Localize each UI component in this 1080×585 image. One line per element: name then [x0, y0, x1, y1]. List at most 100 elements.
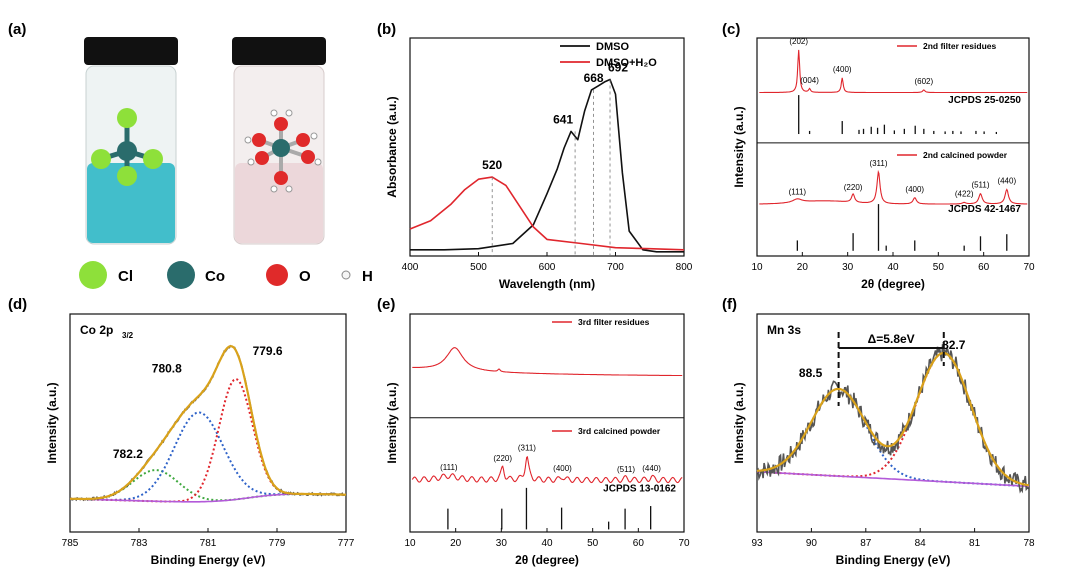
envelope-line-d — [70, 344, 346, 501]
chart-panel-f: (f) 93 90 87 84 81 78 Binding Energy (eV) Intens… — [722, 296, 1035, 567]
x-tick-label-d-3: 779 — [269, 538, 286, 549]
x-tick-label-e-5: 60 — [633, 538, 645, 549]
vial-solution-pink — [235, 163, 323, 243]
y-axis-label-b: Absorbance (a.u.) — [385, 96, 399, 197]
y-axis-label-d: Intensity (a.u.) — [45, 382, 59, 463]
legend-o-label: O — [299, 268, 311, 285]
vial-cap-left — [84, 37, 178, 65]
plot-frame-e — [409, 313, 685, 533]
peak-label-e-1-5: (440) — [642, 464, 661, 473]
series-line-b-1 — [409, 176, 685, 251]
raw-data-line-d — [69, 344, 346, 502]
x-tick-label-b-3: 700 — [607, 262, 624, 273]
peak-label-e-1-1: (220) — [493, 454, 512, 463]
splitting-label-f: Δ=5.8eV — [868, 332, 915, 346]
atom-legend: Cl Co O H — [79, 261, 373, 289]
peak-label-f-0: 88.5 — [799, 366, 823, 380]
series-line-e-0 — [412, 347, 683, 377]
x-axis-label-c: 2θ (degree) — [861, 277, 925, 291]
legend-label-e-0: 3rd filter residues — [578, 317, 650, 327]
peak-label-c-1-4: (422) — [955, 190, 974, 199]
legend-label-c-0: 2nd filter residues — [923, 41, 996, 51]
x-tick-label-f-5: 78 — [1023, 538, 1035, 549]
y-axis-label-c: Intensity (a.u.) — [732, 106, 746, 187]
h-atom-icon — [341, 270, 351, 280]
peak-label-e-1-4: (511) — [617, 465, 635, 474]
legend-label-c-1: 2nd calcined powder — [923, 150, 1008, 160]
vial-cyan — [84, 37, 178, 245]
x-tick-label-d-0: 785 — [62, 538, 79, 549]
peak-label-c-0-0: (202) — [789, 37, 808, 46]
peak-label-d-1: 780.8 — [152, 361, 182, 375]
panel-c-label: (c) — [722, 21, 740, 38]
envelope-line-f — [756, 351, 1030, 487]
series-line-c-0 — [759, 49, 1028, 94]
x-tick-label-c-0: 10 — [751, 262, 763, 273]
peak-label-d-2: 779.6 — [253, 344, 283, 358]
x-tick-label-f-0: 93 — [751, 538, 763, 549]
x-tick-label-f-3: 84 — [915, 538, 927, 549]
peak-label-c-1-6: (440) — [997, 177, 1016, 186]
x-tick-label-c-4: 50 — [933, 262, 945, 273]
peak-label-f-1: 82.7 — [942, 338, 966, 352]
peak-label-c-1-0: (111) — [789, 187, 807, 196]
legend-cl-label: Cl — [118, 268, 133, 285]
peak-label-b-3: 692 — [608, 61, 628, 75]
series-line-c-1 — [759, 169, 1028, 205]
component-peak-f-1 — [756, 352, 1030, 487]
co-h2o6-molecule-icon — [244, 109, 322, 193]
legend-co-label: Co — [205, 268, 225, 285]
peak-label-c-1-5: (511) — [971, 181, 989, 190]
peak-label-d-0: 782.2 — [113, 447, 143, 461]
legend-label-b-0: DMSO — [596, 41, 629, 53]
o-atom-icon — [266, 264, 288, 286]
x-axis-label-d: Binding Energy (eV) — [151, 553, 266, 567]
x-tick-label-b-0: 400 — [402, 262, 419, 273]
ref-label-e-0: JCPDS 13-0162 — [603, 484, 676, 495]
panel-b-label: (b) — [377, 21, 396, 38]
chart-panel-b: (b) 400 500 600 700 800 Wavelength (nm) Absorba… — [377, 21, 693, 291]
plot-frame-b — [409, 37, 685, 257]
peak-label-e-1-2: (311) — [518, 444, 536, 453]
component-peak-d-2 — [70, 377, 346, 503]
panel-e-label: (e) — [377, 296, 395, 313]
x-tick-label-f-1: 90 — [806, 538, 818, 549]
x-tick-label-b-1: 500 — [470, 262, 487, 273]
peak-label-b-1: 641 — [553, 112, 573, 126]
x-tick-label-d-4: 777 — [338, 538, 355, 549]
x-tick-label-f-2: 87 — [860, 538, 872, 549]
peak-label-c-0-2: (400) — [833, 65, 852, 74]
x-tick-label-c-5: 60 — [978, 262, 990, 273]
component-peak-d-1 — [70, 411, 346, 501]
panel-title-d: Co 2p — [80, 323, 113, 337]
chart-panel-d: (d) 785 783 781 779 777 Binding Energy (eV) Int… — [8, 296, 355, 567]
ref-label-c-0: JCPDS 25-0250 — [948, 95, 1021, 106]
y-axis-label-e: Intensity (a.u.) — [385, 382, 399, 463]
panel-title-sub-d: 3/2 — [122, 331, 134, 340]
panel-f-label: (f) — [722, 296, 737, 313]
peak-label-c-1-1: (220) — [844, 183, 863, 192]
chart-panel-c: (c) 10 20 30 40 50 60 70 2θ (degree) Intensity (a… — [722, 21, 1035, 291]
x-axis-label-f: Binding Energy (eV) — [836, 553, 951, 567]
series-line-b-0 — [410, 78, 684, 253]
panel-title-f: Mn 3s — [767, 323, 801, 337]
peak-label-c-0-1: (004) — [800, 76, 819, 85]
x-tick-label-c-6: 70 — [1023, 262, 1035, 273]
panel-d-label: (d) — [8, 296, 27, 313]
cl-atom-icon — [79, 261, 107, 289]
x-tick-label-e-1: 20 — [450, 538, 462, 549]
x-axis-label-e: 2θ (degree) — [515, 553, 579, 567]
peak-label-e-1-0: (111) — [440, 463, 458, 472]
legend-label-b-1: DMSO+H₂O — [596, 57, 657, 69]
x-tick-label-e-2: 30 — [496, 538, 508, 549]
vial-cap-right — [232, 37, 326, 65]
x-tick-label-f-4: 81 — [969, 538, 981, 549]
peak-label-c-1-2: (311) — [869, 159, 887, 168]
panel-a-label: (a) — [8, 21, 26, 38]
x-tick-label-c-1: 20 — [797, 262, 809, 273]
x-tick-label-e-4: 50 — [587, 538, 599, 549]
peak-label-b-0: 520 — [482, 158, 502, 172]
plot-frame-f — [756, 313, 1030, 533]
co-atom-icon — [167, 261, 195, 289]
background-line-f — [756, 471, 1030, 488]
